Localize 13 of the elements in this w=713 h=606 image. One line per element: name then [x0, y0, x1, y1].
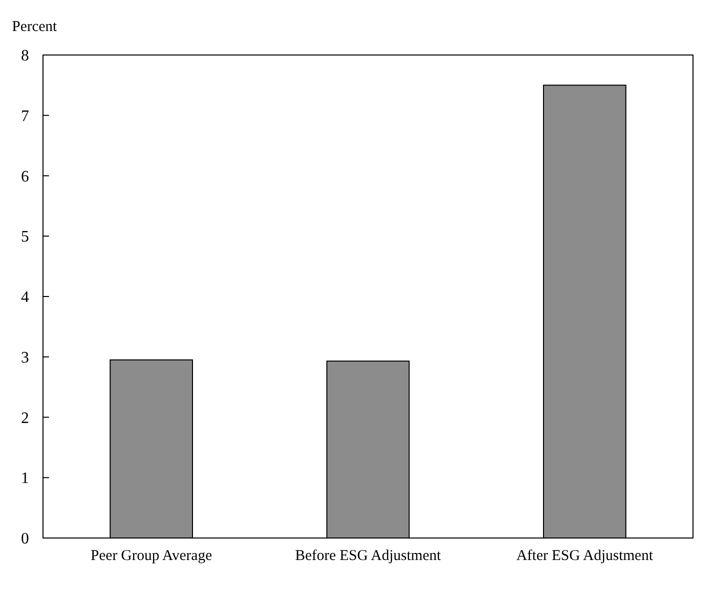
y-tick-label: 0	[21, 530, 29, 548]
x-tick-label: After ESG Adjustment	[516, 548, 654, 564]
y-tick-label: 7	[21, 108, 29, 125]
x-tick-label: Peer Group Average	[90, 548, 212, 564]
x-tick-label: Before ESG Adjustment	[295, 548, 442, 564]
y-tick-label: 1	[21, 470, 29, 488]
y-tick-label: 8	[21, 48, 29, 65]
y-axis-title: Percent	[12, 19, 58, 35]
y-tick-label: 3	[21, 349, 29, 366]
y-tick-label: 2	[21, 410, 29, 427]
y-tick-label: 5	[21, 228, 29, 246]
y-tick-label: 4	[21, 289, 29, 306]
y-tick-label: 6	[21, 168, 29, 186]
